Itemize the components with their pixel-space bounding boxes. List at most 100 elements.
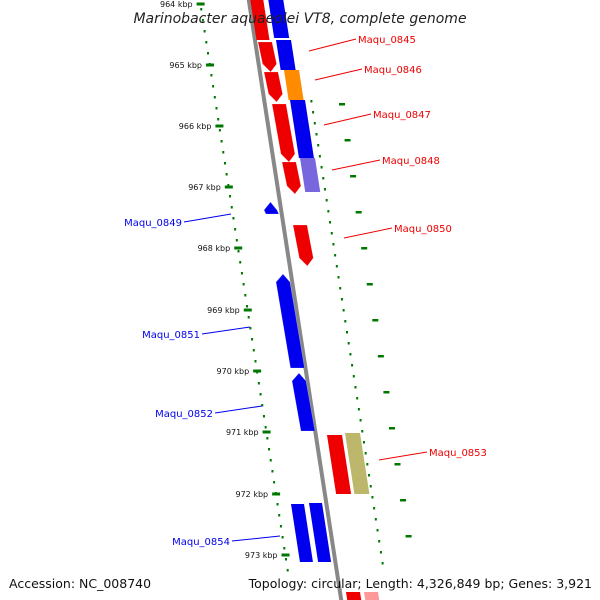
ruler-dot: [381, 562, 384, 565]
gene-label-link[interactable]: Maqu_0846: [364, 65, 422, 76]
ruler-dot: [352, 375, 355, 378]
ruler-tick: [215, 124, 224, 128]
ruler-dot: [351, 364, 354, 367]
ruler-dot: [225, 173, 228, 176]
leader-line: [314, 68, 363, 81]
ruler-dot: [335, 265, 338, 268]
gene-feature-forward: [281, 161, 302, 195]
gene-feature-reverse: [263, 201, 280, 215]
ruler-label: 973 kbp: [245, 551, 278, 560]
ruler-dot: [269, 459, 272, 462]
gene-feature-other: [284, 70, 304, 100]
ruler-dot: [366, 463, 369, 466]
gene-feature-forward: [271, 103, 296, 163]
leader-line: [323, 113, 372, 126]
track-tick: [372, 319, 379, 322]
ruler-dot: [340, 298, 343, 301]
track-tick: [361, 247, 368, 250]
gene-label-link[interactable]: Maqu_0845: [358, 35, 416, 46]
ruler-dot: [266, 437, 269, 440]
ruler-dot: [323, 188, 326, 191]
ruler-dot: [252, 349, 255, 352]
ruler-dot: [254, 360, 257, 363]
gene-feature-reverse: [309, 503, 332, 562]
ruler-dot: [332, 243, 335, 246]
ruler-dot: [268, 448, 271, 451]
ruler-dot: [354, 386, 357, 389]
gene-feature-forward: [292, 224, 314, 267]
ruler-dot: [347, 342, 350, 345]
ruler-dot: [234, 228, 237, 231]
ruler-dot: [273, 481, 276, 484]
ruler-dot: [246, 305, 248, 308]
track-tick: [388, 427, 395, 430]
ruler-dot: [205, 41, 208, 44]
ruler-label: 970 kbp: [217, 367, 250, 376]
gene-label-link[interactable]: Maqu_0851: [142, 330, 200, 341]
ruler-dot: [262, 415, 265, 418]
track-tick: [383, 391, 390, 394]
ruler-dot: [217, 118, 220, 121]
ruler-dot: [244, 294, 247, 297]
ruler-dot: [218, 129, 221, 132]
leader-line: [183, 213, 232, 223]
gene-label-link[interactable]: Maqu_0853: [429, 448, 487, 459]
ruler-dot: [223, 162, 226, 165]
leader-line: [308, 38, 357, 52]
ruler-dot: [356, 397, 359, 400]
ruler-dot: [284, 558, 287, 561]
track-tick: [339, 103, 346, 106]
ruler-dot: [322, 177, 325, 180]
ruler-dot: [201, 19, 204, 22]
ruler-dot: [215, 107, 218, 110]
track-tick: [355, 211, 362, 214]
ruler-label: 965 kbp: [169, 61, 202, 70]
leader-line: [378, 451, 428, 461]
ruler-label: 967 kbp: [188, 183, 221, 192]
ruler-dot: [242, 283, 245, 286]
ruler-label: 968 kbp: [198, 244, 231, 253]
ruler-dot: [229, 195, 232, 198]
ruler-dot: [359, 419, 362, 422]
ruler-dot: [259, 393, 262, 396]
ruler-dot: [257, 382, 260, 385]
ruler-dot: [317, 144, 320, 147]
gene-feature-reverse: [268, 0, 290, 38]
ruler-dot: [220, 140, 223, 143]
accession-text: Accession: NC_008740: [9, 576, 152, 591]
ruler-dot: [376, 529, 379, 532]
gene-label-link[interactable]: Maqu_0847: [373, 110, 431, 121]
gene-label-link[interactable]: Maqu_0852: [155, 409, 213, 420]
ruler-label: 969 kbp: [207, 306, 240, 315]
leader-line: [343, 227, 393, 239]
ruler-dot: [330, 232, 333, 235]
ruler-dot: [344, 320, 347, 323]
ruler-dot: [349, 353, 352, 356]
ruler-dot: [327, 210, 330, 213]
gene-labels[interactable]: Maqu_0845 Maqu_0846 Maqu_0847 Maqu_0848 Maqu…: [124, 35, 487, 548]
ruler-tick: [253, 369, 262, 373]
gene-feature-reverse: [275, 273, 305, 369]
ruler-dot: [249, 327, 252, 330]
ruler-dot: [222, 151, 225, 154]
gene-feature-forward: [250, 0, 270, 40]
gene-label-link[interactable]: Maqu_0850: [394, 224, 452, 235]
ruler-dot: [227, 184, 230, 187]
ruler-label: 966 kbp: [179, 122, 212, 131]
ruler-dot: [281, 536, 284, 539]
ruler-dot: [212, 85, 215, 88]
ruler-dot: [378, 540, 381, 543]
gene-label-link[interactable]: Maqu_0848: [382, 156, 440, 167]
track-tick: [394, 463, 401, 466]
ruler-tick: [243, 308, 252, 312]
ruler-tick: [206, 63, 215, 67]
ruler-dot: [237, 250, 240, 253]
ruler-dot: [310, 100, 313, 103]
ruler-dot: [342, 309, 345, 312]
ruler-dot: [251, 338, 254, 341]
gene-label-link[interactable]: Maqu_0854: [172, 537, 230, 548]
gene-label-link[interactable]: Maqu_0849: [124, 218, 182, 229]
gene-feature-reverse: [290, 100, 314, 158]
leader-line: [231, 535, 281, 542]
